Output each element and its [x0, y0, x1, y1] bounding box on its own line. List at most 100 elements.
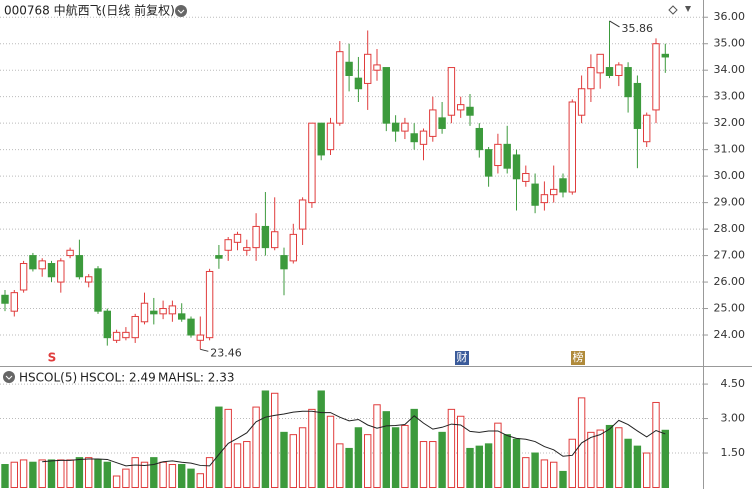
- candle-body: [531, 183, 539, 206]
- volume-bar: [429, 441, 437, 488]
- volume-bar: [103, 461, 111, 489]
- volume-bar: [438, 431, 446, 489]
- volume-bar: [280, 431, 288, 489]
- volume-bar: [159, 461, 167, 489]
- volume-bar: [466, 447, 474, 488]
- candle-body: [66, 249, 74, 257]
- volume-bar: [391, 427, 400, 488]
- y-tick-label: 25.00: [714, 302, 746, 315]
- volume-bar: [652, 401, 660, 489]
- volume-bar: [47, 459, 56, 488]
- candle-body: [364, 53, 372, 84]
- y-tick-label: 27.00: [714, 249, 746, 262]
- candle-body: [382, 67, 391, 124]
- collapse-icon[interactable]: [685, 6, 691, 12]
- volume-bar: [178, 464, 186, 488]
- candle-body: [224, 239, 232, 251]
- volume-bar: [131, 457, 139, 488]
- volume-bar: [112, 475, 121, 488]
- candle-body: [140, 302, 149, 323]
- candle-body: [540, 194, 549, 204]
- y-tick-label: 29.00: [714, 196, 746, 209]
- volume-bar: [596, 429, 604, 488]
- candle-body: [308, 122, 316, 204]
- indicator-readout: MAHSL: 2.33: [158, 371, 234, 385]
- volume-bar: [187, 468, 195, 489]
- volume-bar: [252, 406, 260, 489]
- y-tick-label: 1.50: [721, 446, 746, 459]
- volume-bar: [354, 427, 363, 488]
- marker-cai[interactable]: 财: [457, 350, 468, 364]
- max-label: 35.86: [622, 22, 654, 35]
- volume-bar: [550, 461, 558, 489]
- volume-bar: [271, 392, 279, 488]
- menu-button[interactable]: [175, 5, 187, 17]
- candle-body: [587, 67, 595, 90]
- y-tick-label: 24.00: [714, 328, 746, 341]
- candle-body: [317, 122, 325, 156]
- volume-bar: [382, 411, 391, 488]
- volume-bar: [615, 427, 623, 488]
- volume-bar: [150, 457, 158, 488]
- volume-bar: [66, 459, 74, 488]
- volume-bar: [140, 461, 149, 489]
- volume-bar: [224, 408, 232, 488]
- indicator-readout: HSCOL: 2.49: [80, 371, 156, 385]
- indicator-menu[interactable]: [3, 371, 15, 383]
- indicator-menu-icon: [5, 375, 13, 380]
- candle-body: [150, 310, 158, 315]
- candle-body: [187, 318, 195, 336]
- volume-bar: [401, 424, 409, 489]
- candle-body: [85, 276, 93, 283]
- candle-body: [605, 67, 614, 77]
- volume-bar: [410, 408, 418, 488]
- volume-bar: [457, 415, 465, 488]
- candle-body: [252, 225, 260, 249]
- volume-bar: [233, 443, 242, 489]
- y-tick-label: 36.00: [714, 10, 746, 23]
- volume-bar: [447, 408, 456, 488]
- volume-bar: [494, 422, 502, 488]
- candle-body: [624, 67, 632, 98]
- volume-bar: [540, 459, 549, 488]
- candle-body: [419, 130, 428, 145]
- candle-body: [178, 313, 186, 320]
- marker-box[interactable]: [571, 351, 585, 365]
- volume-bar: [19, 459, 28, 488]
- volume-bar: [10, 461, 19, 489]
- volume-bar: [85, 457, 93, 488]
- marker-bang[interactable]: 榜: [573, 350, 584, 364]
- volume-bar: [373, 404, 381, 488]
- candle-body: [112, 331, 121, 341]
- volume-bar: [122, 468, 130, 489]
- candle-body: [391, 122, 400, 132]
- candle-body: [326, 122, 335, 151]
- candle-body: [205, 270, 214, 339]
- candle-body: [75, 255, 84, 278]
- candle-body: [47, 263, 56, 278]
- candle-body: [261, 225, 270, 249]
- candle-body: [494, 143, 502, 167]
- volume-bar: [522, 457, 530, 488]
- candle-body: [233, 233, 242, 243]
- candle-body: [159, 308, 167, 315]
- candle-body: [280, 255, 288, 270]
- candle-body: [215, 255, 223, 259]
- candle-body: [577, 88, 586, 116]
- y-tick-label: 28.00: [714, 222, 746, 235]
- chart-title: 000768 中航西飞(日线 前复权): [4, 3, 175, 18]
- candle-body: [550, 188, 558, 196]
- marker-box[interactable]: [455, 351, 469, 365]
- volume-bar: [419, 441, 428, 488]
- volume-bar: [326, 415, 335, 488]
- diamond-icon[interactable]: [668, 5, 678, 15]
- volume-bar: [568, 438, 576, 489]
- candle-body: [168, 305, 177, 315]
- candle-body: [103, 310, 111, 339]
- volume-bar: [531, 452, 539, 488]
- marker-s[interactable]: S: [48, 351, 57, 365]
- volume-bar: [57, 459, 65, 488]
- volume-bar: [484, 443, 493, 489]
- candle-body: [661, 53, 669, 58]
